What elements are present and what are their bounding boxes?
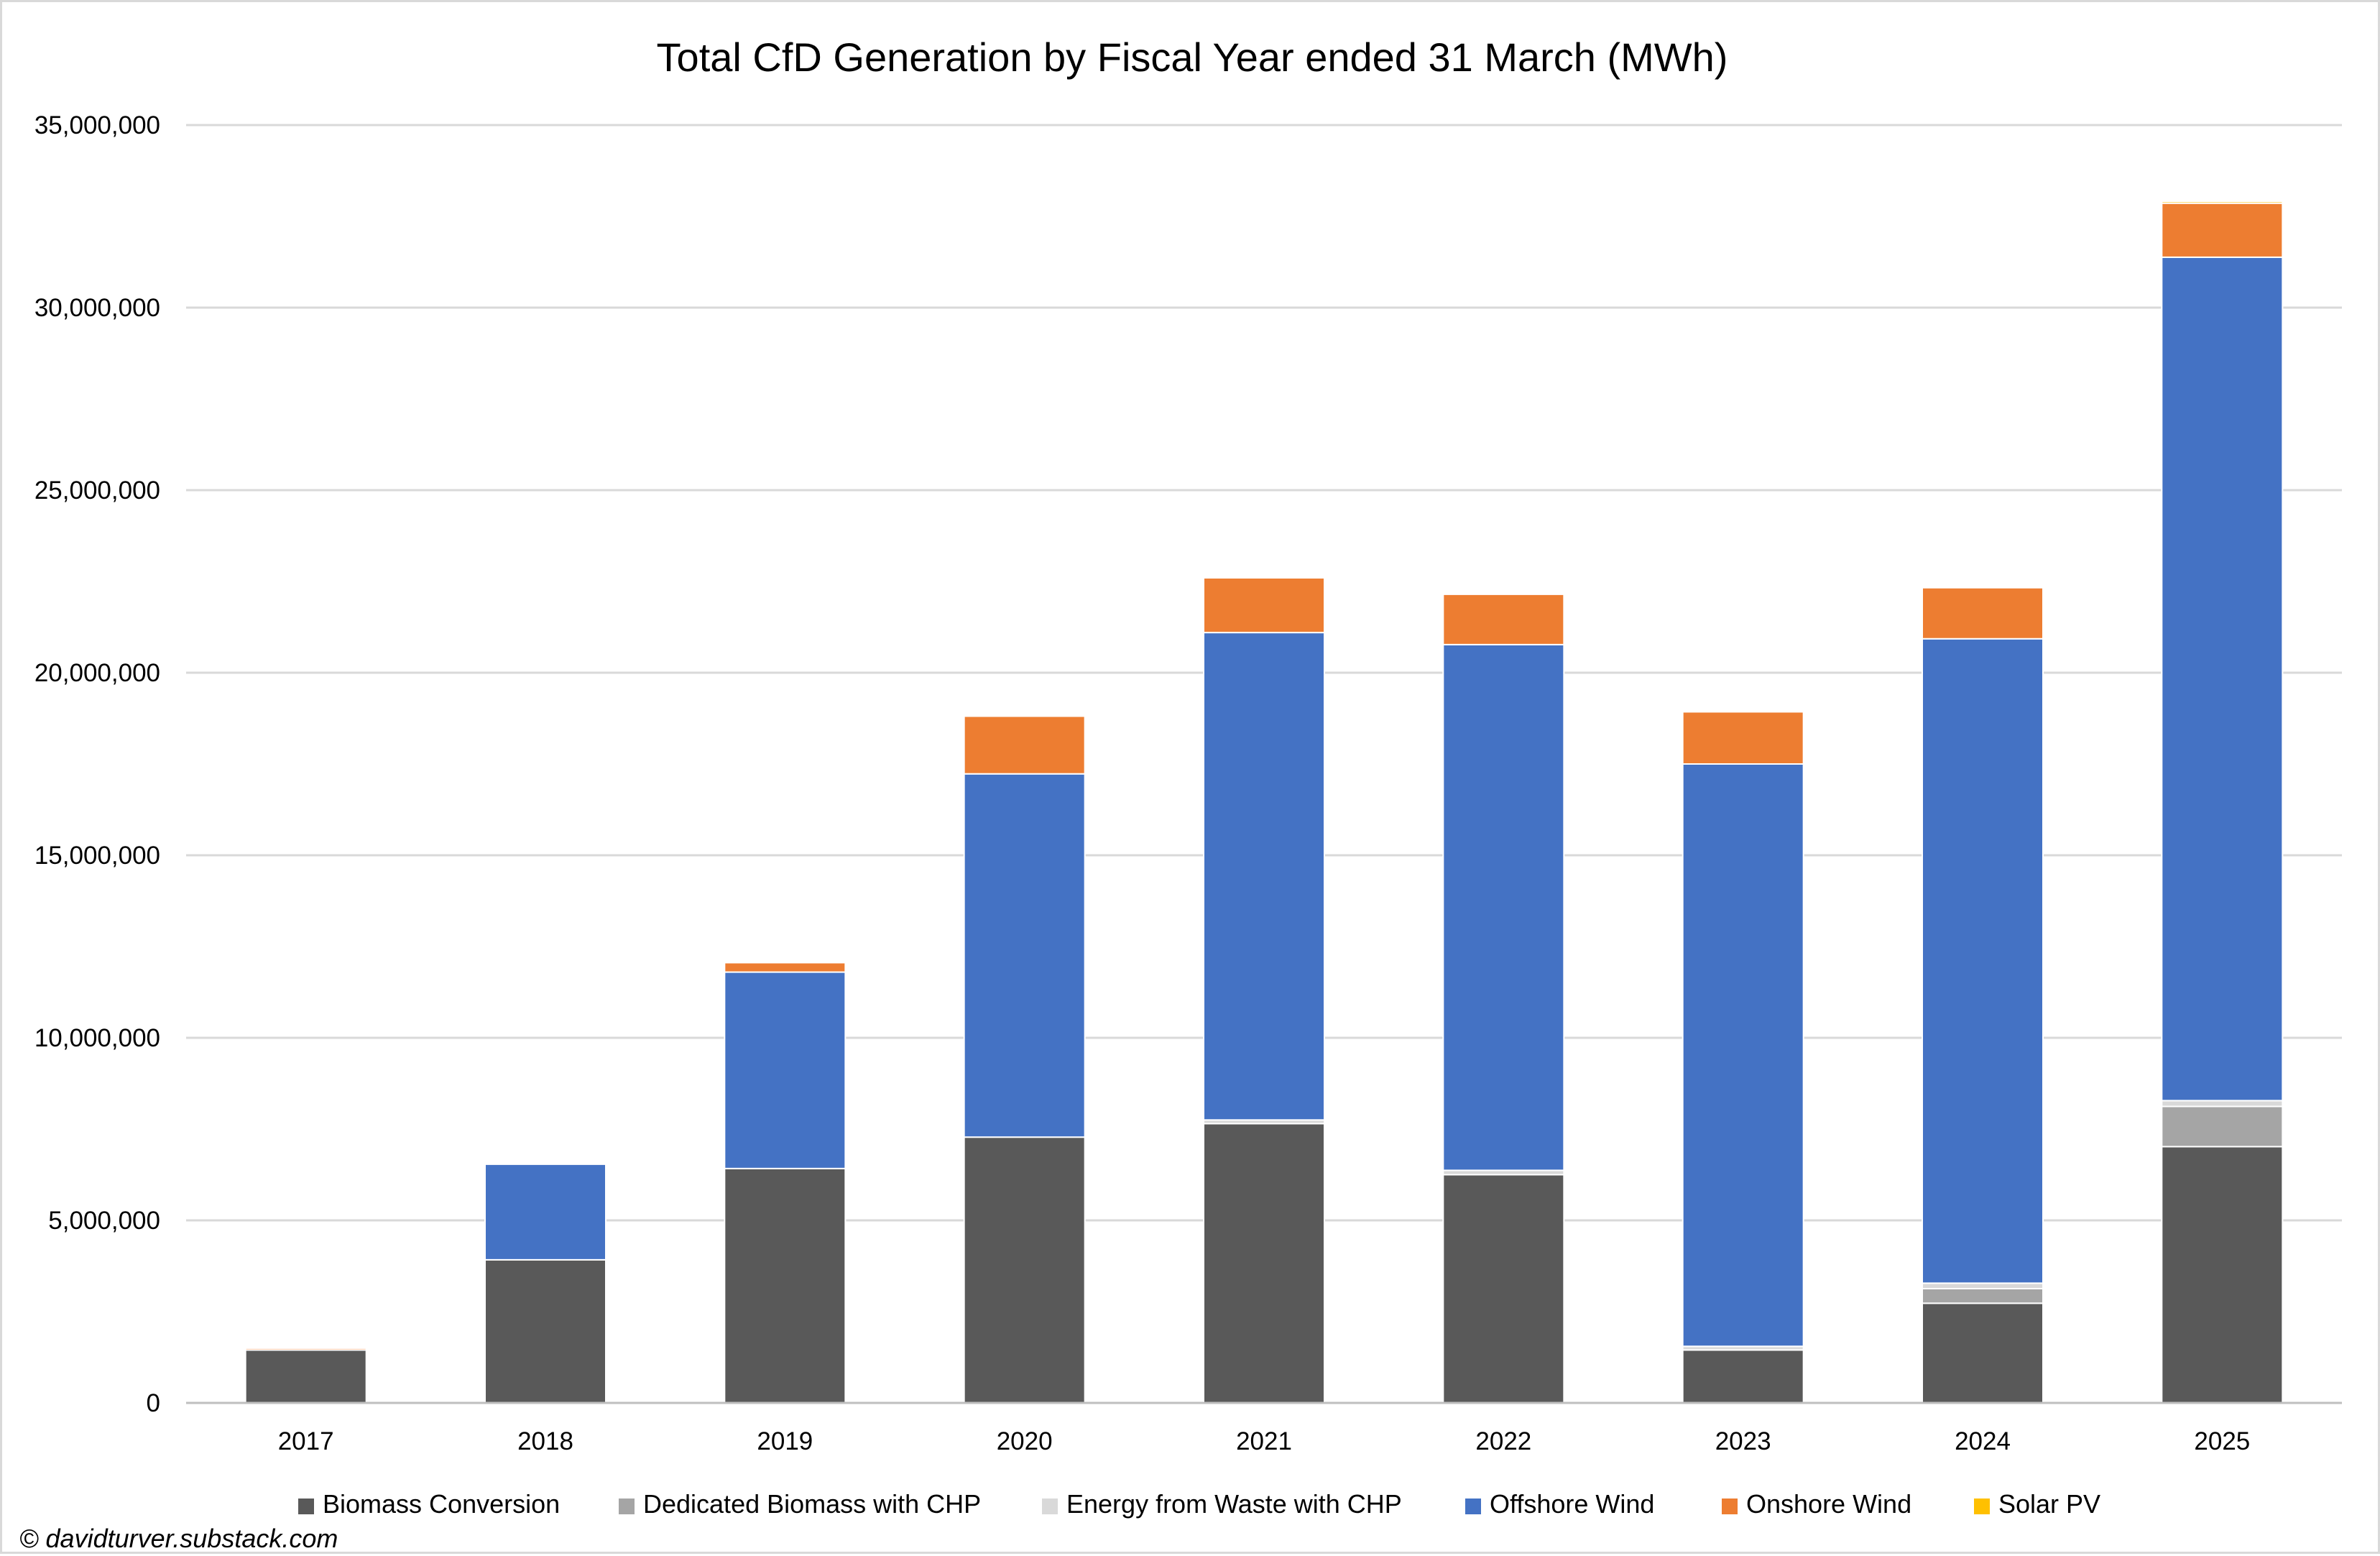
bar-segment-solar-pv (2161, 201, 2284, 204)
bar-segment-onshore-wind (1922, 586, 2044, 640)
bar-segment-onshore-wind (1682, 711, 1804, 765)
y-tick-label: 0 (147, 1389, 160, 1417)
legend-label: Solar PV (1998, 1489, 2100, 1519)
bar-stack-2024 (1922, 586, 2044, 1404)
bars (244, 201, 2284, 1404)
bar-segment-energy-from-waste-with-chp (2161, 1100, 2284, 1108)
bar-segment-solar-pv (963, 714, 1086, 717)
x-axis-ticks: 2017 2018 2019 2020 2021 2022 2023 2024 2025 (278, 1427, 2251, 1455)
bar-segment-dedicated-biomass-with-chp (2161, 1105, 2284, 1148)
legend-swatch (1974, 1499, 1990, 1514)
legend-swatch (1042, 1499, 1058, 1514)
legend-swatch (1465, 1499, 1481, 1514)
bar-segment-offshore-wind (484, 1163, 606, 1261)
y-tick-label: 15,000,000 (34, 842, 160, 870)
bar-stack-2022 (1442, 592, 1565, 1404)
y-tick-label: 35,000,000 (34, 111, 160, 139)
bar-segment-offshore-wind (2161, 256, 2284, 1102)
x-tick-label: 2022 (1475, 1427, 1531, 1455)
bar-segment-offshore-wind (1682, 763, 1804, 1348)
x-tick-label: 2023 (1715, 1427, 1771, 1455)
bar-segment-offshore-wind (724, 971, 847, 1169)
legend-item: Offshore Wind (1465, 1489, 1654, 1519)
bar-segment-solar-pv (484, 1162, 606, 1165)
bar-segment-dedicated-biomass-with-chp (1922, 1287, 2044, 1304)
bar-segment-offshore-wind (1442, 643, 1565, 1171)
legend-item: Energy from Waste with CHP (1042, 1489, 1402, 1519)
y-tick-label: 25,000,000 (34, 477, 160, 505)
bar-stack-2019 (724, 961, 847, 1404)
y-tick-label: 10,000,000 (34, 1024, 160, 1052)
x-tick-label: 2019 (757, 1427, 813, 1455)
bar-segment-biomass-conversion (1682, 1349, 1804, 1404)
bar-segment-onshore-wind (1203, 576, 1325, 634)
legend-swatch (1722, 1499, 1738, 1514)
bar-stack-2025 (2161, 201, 2284, 1404)
x-tick-label: 2020 (997, 1427, 1053, 1455)
bar-stack-2021 (1203, 576, 1325, 1404)
x-tick-label: 2025 (2194, 1427, 2250, 1455)
legend-item: Onshore Wind (1722, 1489, 1911, 1519)
legend-label: Dedicated Biomass with CHP (643, 1489, 981, 1519)
bar-stack-2018 (484, 1162, 606, 1404)
x-tick-label: 2024 (1955, 1427, 2011, 1455)
bar-stack-2023 (1682, 710, 1804, 1404)
bar-segment-energy-from-waste-with-chp (1922, 1282, 2044, 1289)
bar-stack-2020 (963, 714, 1086, 1404)
legend-label: Onshore Wind (1746, 1489, 1911, 1519)
bar-segment-onshore-wind (1442, 593, 1565, 645)
legend-swatch (298, 1499, 314, 1514)
bar-segment-onshore-wind (963, 715, 1086, 775)
legend-item: Biomass Conversion (298, 1489, 560, 1519)
bar-segment-biomass-conversion (484, 1258, 606, 1404)
bar-segment-offshore-wind (1203, 632, 1325, 1121)
bar-segment-biomass-conversion (2161, 1146, 2284, 1404)
bar-segment-biomass-conversion (724, 1167, 847, 1404)
y-axis-ticks: 0 5,000,000 10,000,000 15,000,000 20,000,000… (34, 111, 160, 1417)
bar-segment-onshore-wind (724, 962, 847, 973)
bar-segment-biomass-conversion (1203, 1123, 1325, 1404)
legend-item: Solar PV (1974, 1489, 2100, 1519)
legend-item: Dedicated Biomass with CHP (619, 1489, 981, 1519)
chart-title: Total CfD Generation by Fiscal Year ende… (657, 34, 1728, 80)
legend-label: Energy from Waste with CHP (1066, 1489, 1402, 1519)
legend-swatch (619, 1499, 635, 1514)
bar-segment-offshore-wind (963, 773, 1086, 1138)
bar-segment-solar-pv (1203, 576, 1325, 579)
bar-segment-onshore-wind (2161, 202, 2284, 258)
x-tick-label: 2018 (517, 1427, 573, 1455)
bar-segment-biomass-conversion (1442, 1174, 1565, 1404)
y-tick-label: 30,000,000 (34, 294, 160, 322)
legend-label: Biomass Conversion (323, 1489, 560, 1519)
bar-segment-biomass-conversion (963, 1136, 1086, 1404)
bar-segment-biomass-conversion (1922, 1302, 2044, 1404)
x-tick-label: 2021 (1236, 1427, 1292, 1455)
credit-text: © davidturver.substack.com (19, 1524, 338, 1553)
bar-segment-solar-pv (1682, 710, 1804, 713)
bar-segment-solar-pv (1922, 586, 2044, 589)
legend-label: Offshore Wind (1490, 1489, 1654, 1519)
bar-segment-biomass-conversion (244, 1349, 367, 1404)
y-tick-label: 20,000,000 (34, 659, 160, 687)
y-tick-label: 5,000,000 (48, 1207, 160, 1235)
x-tick-label: 2017 (278, 1427, 334, 1455)
bar-stack-2017 (244, 1346, 367, 1404)
legend: Biomass Conversion Dedicated Biomass with… (298, 1489, 2100, 1519)
bar-segment-offshore-wind (1922, 637, 2044, 1284)
